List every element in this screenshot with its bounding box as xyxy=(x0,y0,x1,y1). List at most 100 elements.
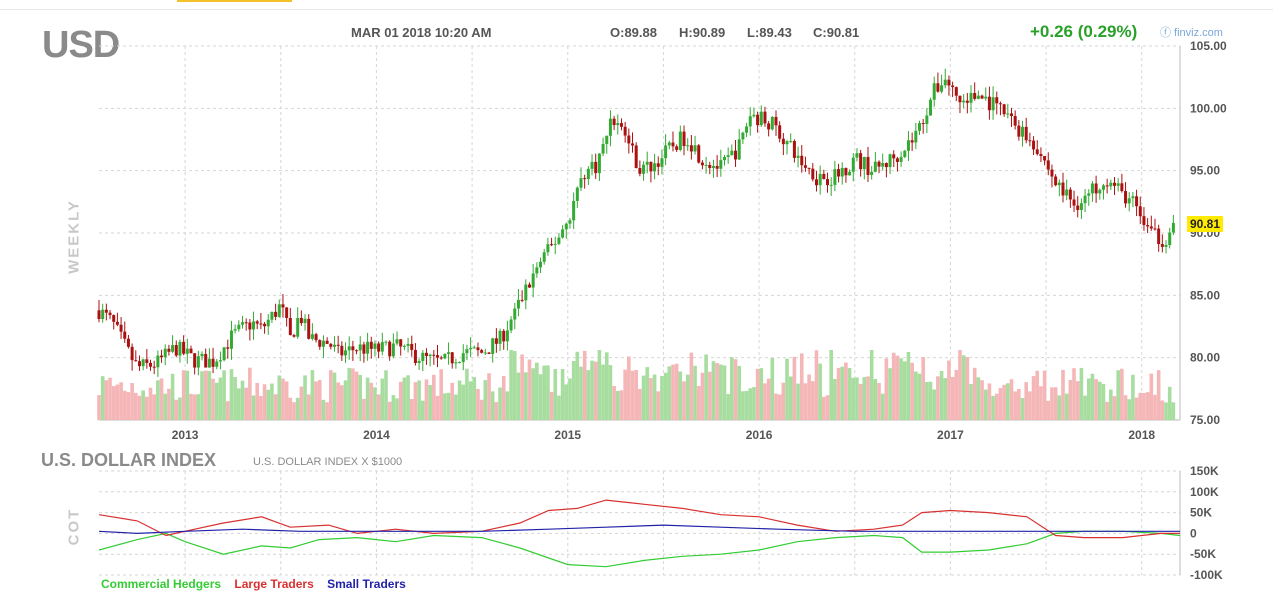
candle-body xyxy=(995,97,999,104)
candle-body xyxy=(1168,232,1172,246)
candle-body xyxy=(553,243,557,245)
volume-bar xyxy=(1164,402,1168,420)
volume-bar xyxy=(512,351,517,420)
volume-bar xyxy=(847,368,852,420)
candle-body xyxy=(174,345,178,356)
candle-body xyxy=(160,355,164,358)
candle-body xyxy=(1157,228,1161,245)
candle-body xyxy=(932,83,936,100)
candle-body xyxy=(296,317,300,337)
volume-bar xyxy=(461,384,466,420)
volume-bar xyxy=(1009,379,1014,420)
active-tab-indicator[interactable] xyxy=(177,0,292,2)
volume-bar xyxy=(163,393,168,420)
candle-body xyxy=(252,321,256,330)
candle-body xyxy=(137,361,141,367)
candle-body xyxy=(634,145,638,169)
candle-body xyxy=(1135,196,1139,207)
candle-body xyxy=(226,347,230,349)
candle-body xyxy=(1057,182,1061,186)
volume-bar xyxy=(652,374,657,420)
candle-body xyxy=(380,342,384,352)
volume-bar xyxy=(921,357,925,420)
volume-bar xyxy=(1068,380,1073,420)
volume-bar xyxy=(825,395,830,420)
volume-bar xyxy=(877,382,881,420)
volume-bar xyxy=(1046,400,1051,420)
volume-bar xyxy=(270,383,274,420)
candle-body xyxy=(962,100,966,103)
candle-body xyxy=(711,165,715,169)
volume-bar xyxy=(446,392,451,420)
candle-body xyxy=(218,360,222,362)
candle-body xyxy=(693,145,697,152)
candle-body xyxy=(156,355,160,368)
volume-bar xyxy=(741,391,745,420)
volume-bar xyxy=(947,360,951,420)
volume-bar xyxy=(969,384,973,420)
candle-body xyxy=(873,161,877,172)
candle-body xyxy=(734,150,738,160)
candle-body xyxy=(737,139,741,160)
volume-bar xyxy=(317,379,322,420)
volume-bar xyxy=(542,365,547,420)
candle-body xyxy=(980,95,984,99)
price-tick-label: 80.00 xyxy=(1190,351,1220,365)
candle-body xyxy=(369,341,373,349)
candle-body xyxy=(465,349,469,354)
volume-bar xyxy=(671,364,675,420)
volume-bar xyxy=(719,364,723,420)
volume-bar xyxy=(902,361,907,420)
candle-body xyxy=(645,161,649,165)
volume-bar xyxy=(590,360,594,420)
volume-bar xyxy=(1109,389,1113,420)
volume-bar xyxy=(799,353,804,420)
candle-body xyxy=(807,167,811,169)
volume-bar xyxy=(818,363,822,420)
volume-bar xyxy=(1123,395,1128,420)
volume-bar xyxy=(645,367,650,420)
volume-bar xyxy=(766,378,771,420)
candle-body xyxy=(862,156,866,170)
volume-bar xyxy=(152,394,156,420)
candle-body xyxy=(285,307,289,319)
volume-bar xyxy=(406,375,410,420)
candle-body xyxy=(1065,189,1069,196)
volume-bar xyxy=(1083,395,1087,420)
volume-bar xyxy=(391,395,396,420)
candle-body xyxy=(351,346,355,351)
volume-bar xyxy=(420,400,425,420)
volume-bar xyxy=(520,354,524,420)
volume-bar xyxy=(1035,370,1040,420)
candle-body xyxy=(811,168,815,180)
candle-body xyxy=(767,123,771,130)
candle-body xyxy=(800,155,804,166)
candle-body xyxy=(829,184,833,186)
volume-bar xyxy=(980,380,984,420)
candle-body xyxy=(314,334,318,341)
candle-body xyxy=(270,311,274,320)
candle-body xyxy=(277,304,281,317)
volume-bar xyxy=(450,382,455,420)
candle-body xyxy=(108,312,112,316)
volume-bar xyxy=(844,362,848,420)
brand-link[interactable]: ⓕ finviz.com xyxy=(1160,27,1223,39)
candle-body xyxy=(178,341,182,356)
candle-body xyxy=(126,338,130,347)
candle-body xyxy=(1101,185,1105,190)
candle-body xyxy=(509,319,513,331)
candle-body xyxy=(741,132,745,140)
volume-bar xyxy=(398,381,403,420)
volume-bar xyxy=(1120,368,1124,420)
year-tick-label: 2015 xyxy=(554,428,581,442)
volume-bar xyxy=(972,367,977,420)
candle-body xyxy=(292,335,296,337)
volume-bar xyxy=(409,398,414,420)
volume-bar xyxy=(387,401,392,420)
candle-body xyxy=(667,142,671,146)
volume-bar xyxy=(939,370,944,420)
volume-bar xyxy=(950,376,955,420)
candle-body xyxy=(388,341,392,357)
volume-bar xyxy=(380,378,385,420)
candle-body xyxy=(141,359,145,367)
